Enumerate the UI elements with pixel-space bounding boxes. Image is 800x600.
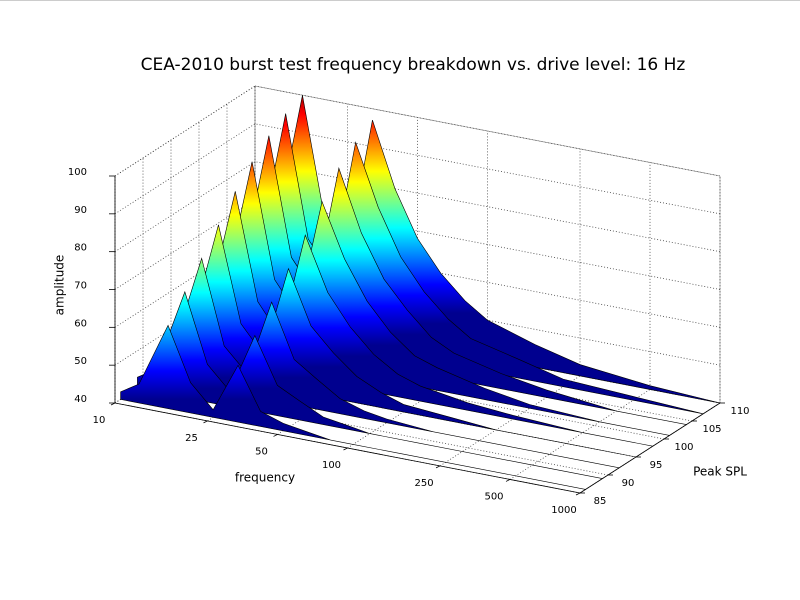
z-tick-label: 50 <box>74 356 87 367</box>
y-tick-label: 90 <box>622 478 635 489</box>
y-axis-label: Peak SPL <box>693 465 747 479</box>
y-tick-label: 85 <box>594 496 607 507</box>
surface <box>120 95 721 490</box>
x-tick <box>343 447 348 451</box>
y-axis <box>579 402 721 494</box>
x-tick-label: 100 <box>322 460 341 471</box>
z-tick-label: 80 <box>74 243 87 254</box>
chart-title: CEA-2010 burst test frequency breakdown … <box>141 55 686 75</box>
x-tick-label: 25 <box>185 433 198 444</box>
z-axis-label: amplitude <box>53 255 67 316</box>
grid-line <box>198 122 665 440</box>
grid-line <box>226 104 693 422</box>
x-tick <box>505 479 511 482</box>
x-tick-label: 1000 <box>551 505 576 516</box>
grid-line <box>254 86 721 404</box>
axes: 10 25 50 100 250 500 1000 85 90 95 100 105 110 40 50 60… <box>68 167 750 516</box>
grid-line <box>142 158 609 476</box>
spectrum-slice <box>187 191 653 447</box>
x-tick <box>203 420 208 424</box>
x-tick <box>273 434 278 437</box>
grid-line <box>170 140 637 458</box>
y-tick-label: 95 <box>650 460 663 471</box>
z-tick-label: 90 <box>74 205 87 216</box>
z-tick-label: 100 <box>68 167 87 178</box>
x-axis-label: frequency <box>235 471 295 485</box>
y-tick-label: 105 <box>702 424 721 435</box>
y-tick-label: 100 <box>674 442 693 453</box>
z-tick-label: 40 <box>74 394 87 405</box>
y-tick-label: 110 <box>730 406 749 417</box>
spectrum-slice <box>137 290 603 479</box>
z-tick-label: 60 <box>74 318 87 329</box>
z-tick-label: 70 <box>74 281 87 292</box>
spectrum-slice <box>170 224 637 458</box>
x-tick <box>435 465 441 469</box>
spectrum-slice <box>120 324 586 490</box>
spectrum-slice <box>153 257 620 469</box>
x-tick-label: 50 <box>255 446 268 457</box>
x-tick-label: 500 <box>484 491 503 502</box>
x-tick-label: 10 <box>93 415 106 426</box>
x-tick <box>575 492 581 496</box>
x-tick-label: 250 <box>414 478 433 489</box>
box-edge <box>254 85 721 177</box>
